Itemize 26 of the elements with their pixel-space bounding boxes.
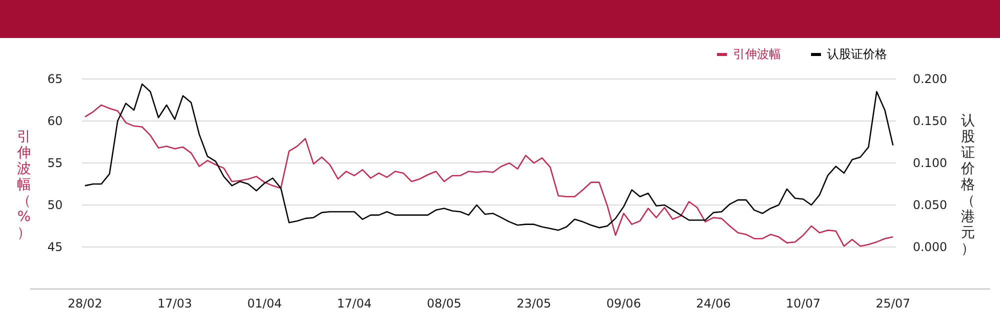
y-tick-label: 65	[47, 72, 63, 86]
legend-label: 认股证价格	[827, 47, 887, 61]
y-tick-label: 55	[47, 156, 63, 170]
y2-tick-label: 0.000	[912, 240, 948, 254]
y2-tick-label: 0.050	[912, 198, 948, 212]
x-tick-label: 17/04	[337, 296, 372, 311]
x-tick-label: 25/07	[876, 296, 910, 311]
y2-tick-label: 0.150	[912, 114, 948, 128]
y-tick-label: 45	[47, 240, 63, 254]
x-tick-label: 17/03	[157, 296, 192, 311]
x-tick-label: 09/06	[606, 296, 641, 311]
x-tick-label: 23/05	[516, 296, 552, 311]
x-tick-label: 24/06	[696, 296, 731, 311]
x-tick-label: 01/04	[247, 296, 282, 311]
y-axis-title: 引伸波幅（%）	[16, 129, 31, 241]
line-series	[84, 83, 894, 231]
y2-tick-label: 0.200	[912, 72, 948, 86]
y-tick-label: 60	[47, 114, 63, 128]
x-tick-label: 10/07	[786, 296, 821, 311]
legend-label: 引伸波幅	[733, 47, 781, 61]
y2-tick-label: 0.100	[912, 156, 948, 170]
text: 认股证价格（港元）	[961, 113, 975, 257]
x-tick-label: 08/05	[426, 296, 462, 311]
y-tick-label: 50	[47, 198, 63, 212]
line-series	[84, 104, 894, 247]
x-tick-label: 28/02	[68, 296, 102, 311]
